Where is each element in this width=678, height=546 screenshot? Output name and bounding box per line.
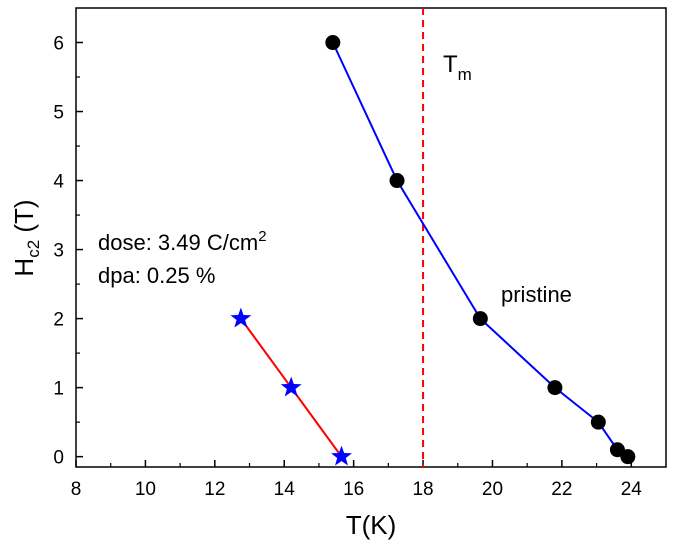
series-0-point-4 (590, 414, 606, 430)
y-tick-label-4: 4 (53, 172, 64, 193)
series-1-point-0 (230, 307, 252, 328)
y-tick-label-6: 6 (53, 34, 64, 55)
dose-label: dose: 3.49 C/cm2 (98, 228, 267, 255)
series-0-point-2 (472, 311, 488, 327)
plot-frame (75, 7, 667, 468)
series-0-point-1 (389, 173, 405, 189)
series-0-point-0 (325, 35, 341, 51)
y-axis-title: Hc2 (T) (9, 199, 43, 276)
y-tick-label-0: 0 (53, 448, 64, 469)
series-0-point-3 (547, 380, 563, 396)
series-layer (230, 35, 636, 466)
y-tick-label-2: 2 (53, 310, 64, 331)
x-tick-label-7: 22 (551, 479, 572, 500)
pristine-label: pristine (501, 282, 572, 307)
y-axis-title-main: H (9, 258, 39, 277)
x-tick-label-3: 14 (274, 479, 296, 500)
x-tick-label-0: 8 (71, 479, 82, 500)
x-tick-label-8: 24 (621, 479, 643, 500)
x-tick-label-4: 16 (343, 479, 364, 500)
y-tick-label-3: 3 (53, 241, 64, 262)
dpa-label: dpa: 0.25 % (98, 263, 215, 288)
y-axis-title-rest: (T) (9, 199, 39, 239)
x-tick-label-6: 20 (482, 479, 503, 500)
series-1-point-2 (331, 445, 352, 466)
x-tick-label-2: 12 (204, 479, 225, 500)
x-tick-label-1: 10 (135, 479, 156, 500)
y-tick-label-1: 1 (53, 379, 64, 400)
y-axis-title-sub: c2 (24, 240, 43, 258)
tm-label: Tm (443, 51, 472, 84)
x-tick-label-5: 18 (412, 479, 433, 500)
x-axis-title: T(K) (346, 510, 397, 540)
series-1-point-1 (280, 376, 302, 397)
series-0-point-6 (620, 449, 636, 465)
series-0-line (331, 42, 629, 458)
y-tick-label-5: 5 (53, 103, 64, 124)
